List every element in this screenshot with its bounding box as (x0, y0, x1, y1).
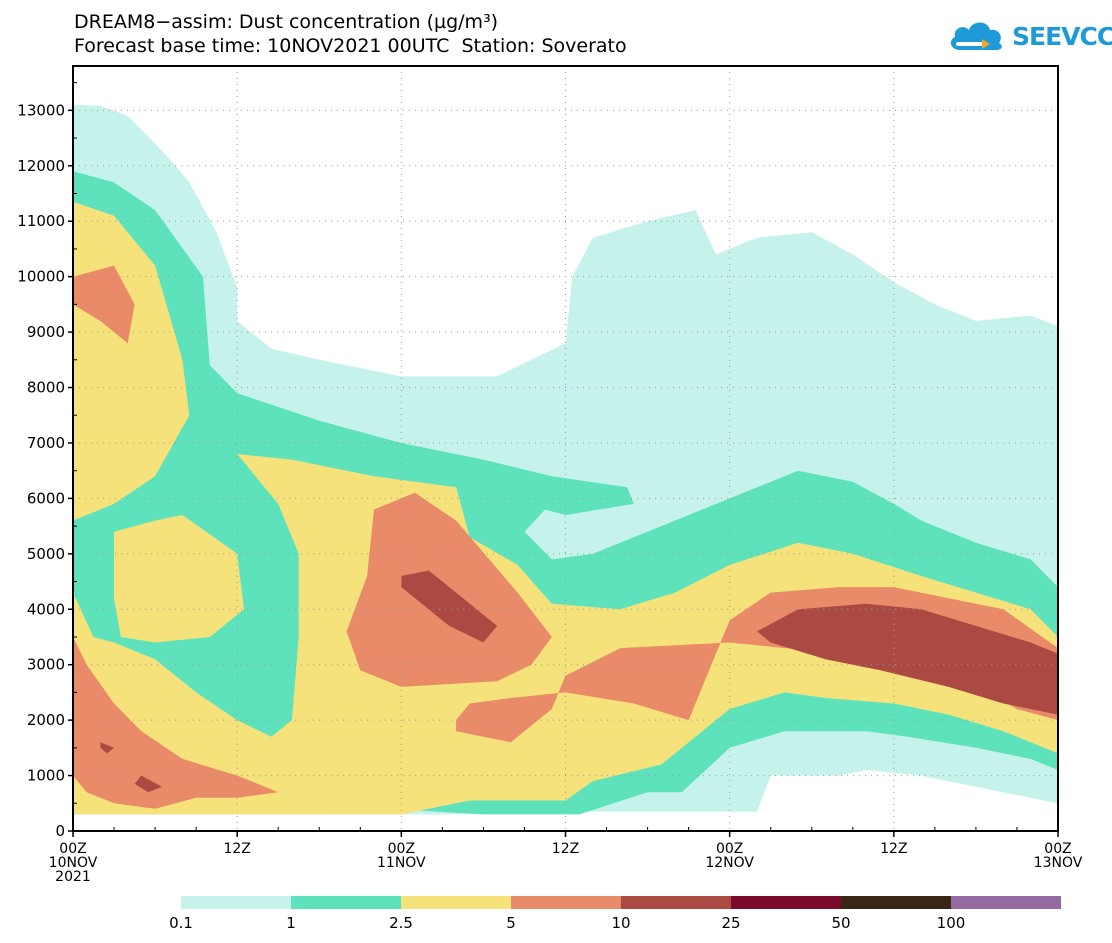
y-tick-label: 0 (55, 822, 65, 840)
seevccc-logo: SEEVCCC (946, 14, 1112, 58)
y-tick-label: 4000 (27, 600, 65, 618)
colorbar: 0.1 1 2.5 5 10 25 50 100 (169, 896, 1061, 932)
logo-text: SEEVCCC (1012, 22, 1112, 51)
x-tick-label: 12Z (552, 841, 579, 857)
x-tick-label: 13NOV (1034, 855, 1083, 871)
colorbar-label: 25 (721, 914, 740, 932)
contour-10-region-0 (401, 570, 498, 643)
chart-subtitle: Forecast base time: 10NOV2021 00UTC Stat… (74, 35, 627, 57)
y-tick-label: 1000 (27, 767, 65, 785)
contour-10-region-3 (134, 775, 162, 793)
x-tick-label: 2021 (55, 869, 91, 885)
colorbar-swatch (291, 896, 401, 909)
contour-10-region-1 (757, 603, 1058, 715)
contour-2_5-region-0 (73, 201, 1058, 815)
y-tick-label: 2000 (27, 711, 65, 729)
colorbar-swatch (951, 896, 1061, 909)
y-tick-label: 12000 (17, 157, 65, 175)
y-tick-label: 6000 (27, 489, 65, 507)
grid-lines (73, 66, 1058, 831)
y-tick-label: 3000 (27, 656, 65, 674)
chart-title: DREAM8−assim: Dust concentration (µg/m³) (74, 11, 499, 33)
y-tick-label: 10000 (17, 268, 65, 286)
colorbar-label: 100 (937, 914, 966, 932)
x-tick-label: 10NOV (49, 855, 98, 871)
y-tick-label: 5000 (27, 545, 65, 563)
x-tick-label: 00Z (388, 841, 415, 857)
x-tick-label: 00Z (1044, 841, 1071, 857)
cloud-icon (950, 22, 1002, 50)
contour-0_1-region-1 (647, 287, 744, 371)
colorbar-label: 5 (506, 914, 516, 932)
contour-10-region-2 (100, 742, 114, 754)
x-tick-label: 12Z (880, 841, 907, 857)
colorbar-label: 10 (611, 914, 630, 932)
colorbar-label: 50 (831, 914, 850, 932)
x-tick-label: 00Z (59, 841, 86, 857)
colorbar-swatch (731, 896, 841, 909)
x-tick-label: 12Z (223, 841, 250, 857)
colorbar-swatch (401, 896, 511, 909)
y-axis: 0 1000 2000 3000 4000 5000 6000 7000 8000 9000 100… (17, 82, 77, 840)
y-tick-label: 9000 (27, 323, 65, 341)
colorbar-swatch (181, 896, 291, 909)
contour-2_5-region-1 (114, 515, 244, 643)
contour-layer (73, 104, 1058, 815)
colorbar-swatch (511, 896, 621, 909)
colorbar-swatch (621, 896, 731, 909)
x-tick-label: 00Z (716, 841, 743, 857)
contour-5-region-0 (73, 265, 135, 344)
colorbar-label: 2.5 (389, 914, 413, 932)
contour-5-region-1 (73, 637, 279, 809)
y-tick-label: 7000 (27, 434, 65, 452)
colorbar-label: 0.1 (169, 914, 193, 932)
y-tick-label: 13000 (17, 101, 65, 119)
y-tick-label: 11000 (17, 212, 65, 230)
colorbar-swatch (841, 896, 951, 909)
x-tick-label: 12NOV (705, 855, 754, 871)
y-tick-label: 8000 (27, 379, 65, 397)
colorbar-label: 1 (286, 914, 296, 932)
x-tick-label: 11NOV (377, 855, 426, 871)
